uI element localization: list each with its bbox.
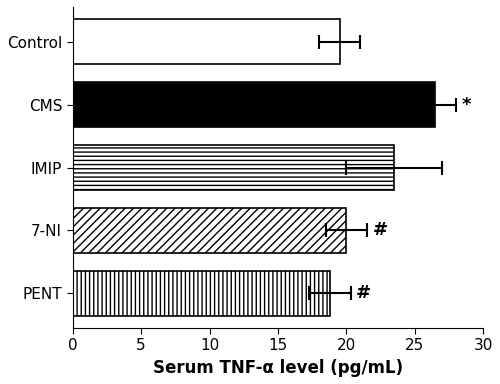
Text: *: *: [462, 96, 471, 114]
Bar: [72, 208, 346, 253]
Bar: [72, 19, 340, 64]
Bar: [72, 271, 330, 316]
Text: #: #: [372, 222, 388, 240]
Bar: [72, 145, 394, 190]
X-axis label: Serum TNF-α level (pg/mL): Serum TNF-α level (pg/mL): [153, 359, 403, 377]
Text: #: #: [356, 285, 371, 303]
Bar: [72, 82, 436, 127]
